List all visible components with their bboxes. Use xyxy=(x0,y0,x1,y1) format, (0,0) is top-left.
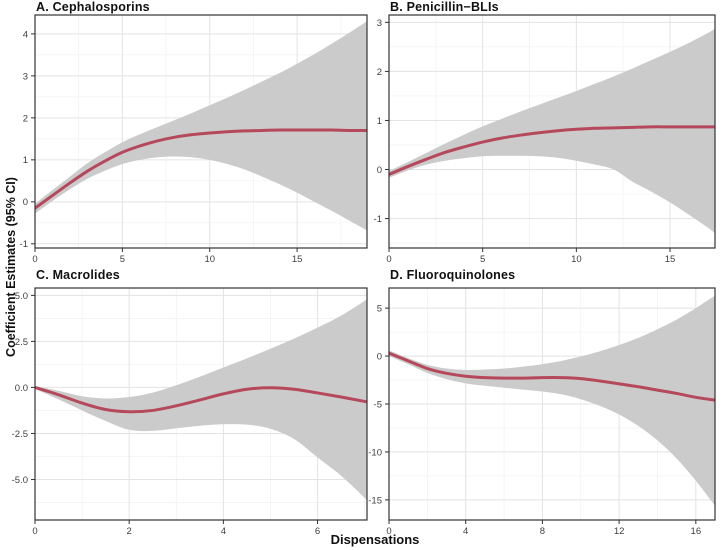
x-tick-label: 12 xyxy=(614,526,625,537)
panel-plot-macrolides: 0 2 4 6 -5.0 -2.5 0.0 2.5 5.0 xyxy=(12,287,368,537)
trend-line xyxy=(35,385,367,414)
x-tick-label: 4 xyxy=(221,526,226,537)
axis-ticks: 0 2 4 6 -5.0 -2.5 0.0 2.5 5.0 xyxy=(12,291,321,537)
y-tick-label: 3 xyxy=(23,71,28,82)
panel-title-fluoroquinolones: D. Fluoroquinolones xyxy=(390,268,516,282)
trend-line xyxy=(389,351,715,402)
y-tick-label: 4 xyxy=(23,29,28,40)
y-tick-label: -2.5 xyxy=(12,429,28,440)
axis-ticks: 0 5 10 15 -1 0 1 2 3 4 xyxy=(20,29,303,265)
y-tick-label: -5.0 xyxy=(12,475,28,486)
x-tick-label: 6 xyxy=(315,526,320,537)
x-tick-label: 5 xyxy=(480,254,485,265)
y-tick-label: -10 xyxy=(368,447,382,458)
panel-border xyxy=(34,14,368,249)
y-tick-label: 3 xyxy=(377,18,382,29)
y-tick-label: -1 xyxy=(20,239,28,250)
x-tick-label: 4 xyxy=(463,526,468,537)
x-tick-label: 0 xyxy=(32,254,37,265)
y-tick-label: 0.0 xyxy=(15,383,28,394)
x-tick-label: 16 xyxy=(691,526,702,537)
axis-ticks: 0 4 8 12 16 -15 -10 -5 0 5 xyxy=(368,304,701,537)
y-tick-label: 1 xyxy=(23,155,28,166)
x-tick-label: 0 xyxy=(386,526,391,537)
panel-border xyxy=(34,287,368,521)
y-tick-label: 2 xyxy=(377,67,382,78)
y-tick-label: -1 xyxy=(374,214,382,225)
x-tick-label: 0 xyxy=(386,254,391,265)
y-tick-label: -5 xyxy=(374,399,382,410)
panel-plot-penicillin-blis: 0 5 10 15 -1 0 1 2 3 xyxy=(374,14,716,265)
x-tick-label: 2 xyxy=(127,526,132,537)
x-tick-label: 10 xyxy=(571,254,582,265)
ci-band xyxy=(35,21,367,231)
trend-line xyxy=(35,128,367,210)
axis-ticks: 0 5 10 15 -1 0 1 2 3 xyxy=(374,18,676,265)
y-tick-label: 0 xyxy=(377,351,382,362)
x-tick-label: 10 xyxy=(204,254,215,265)
x-tick-label: 5 xyxy=(120,254,125,265)
y-tick-label: 1 xyxy=(377,116,382,127)
x-tick-label: 8 xyxy=(540,526,545,537)
y-tick-label: 5 xyxy=(377,304,382,315)
y-tick-label: 0 xyxy=(377,165,382,176)
y-tick-label: 0 xyxy=(23,197,28,208)
y-tick-label: 2.5 xyxy=(15,337,28,348)
panel-title-cephalosporins: A. Cephalosporins xyxy=(36,0,150,14)
panel-border xyxy=(388,14,716,249)
trend-line xyxy=(389,125,715,176)
y-tick-label: -15 xyxy=(368,495,382,506)
panel-title-penicillin-blis: B. Penicillin−BLIs xyxy=(390,0,499,14)
x-axis-label: Dispensations xyxy=(330,532,420,547)
panel-plot-cephalosporins: 0 5 10 15 -1 0 1 2 3 4 xyxy=(20,14,368,265)
x-tick-label: 15 xyxy=(665,254,676,265)
x-tick-label: 0 xyxy=(32,526,37,537)
y-tick-label: 5.0 xyxy=(15,291,28,302)
y-tick-label: 2 xyxy=(23,113,28,124)
panel-title-macrolides: C. Macrolides xyxy=(36,268,120,282)
x-tick-label: 15 xyxy=(292,254,303,265)
panel-plot-fluoroquinolones: 0 4 8 12 16 -15 -10 -5 0 5 xyxy=(368,287,716,537)
y-axis-label: Coefficient Estimates (95% CI) xyxy=(4,177,18,357)
ci-band xyxy=(389,295,715,506)
